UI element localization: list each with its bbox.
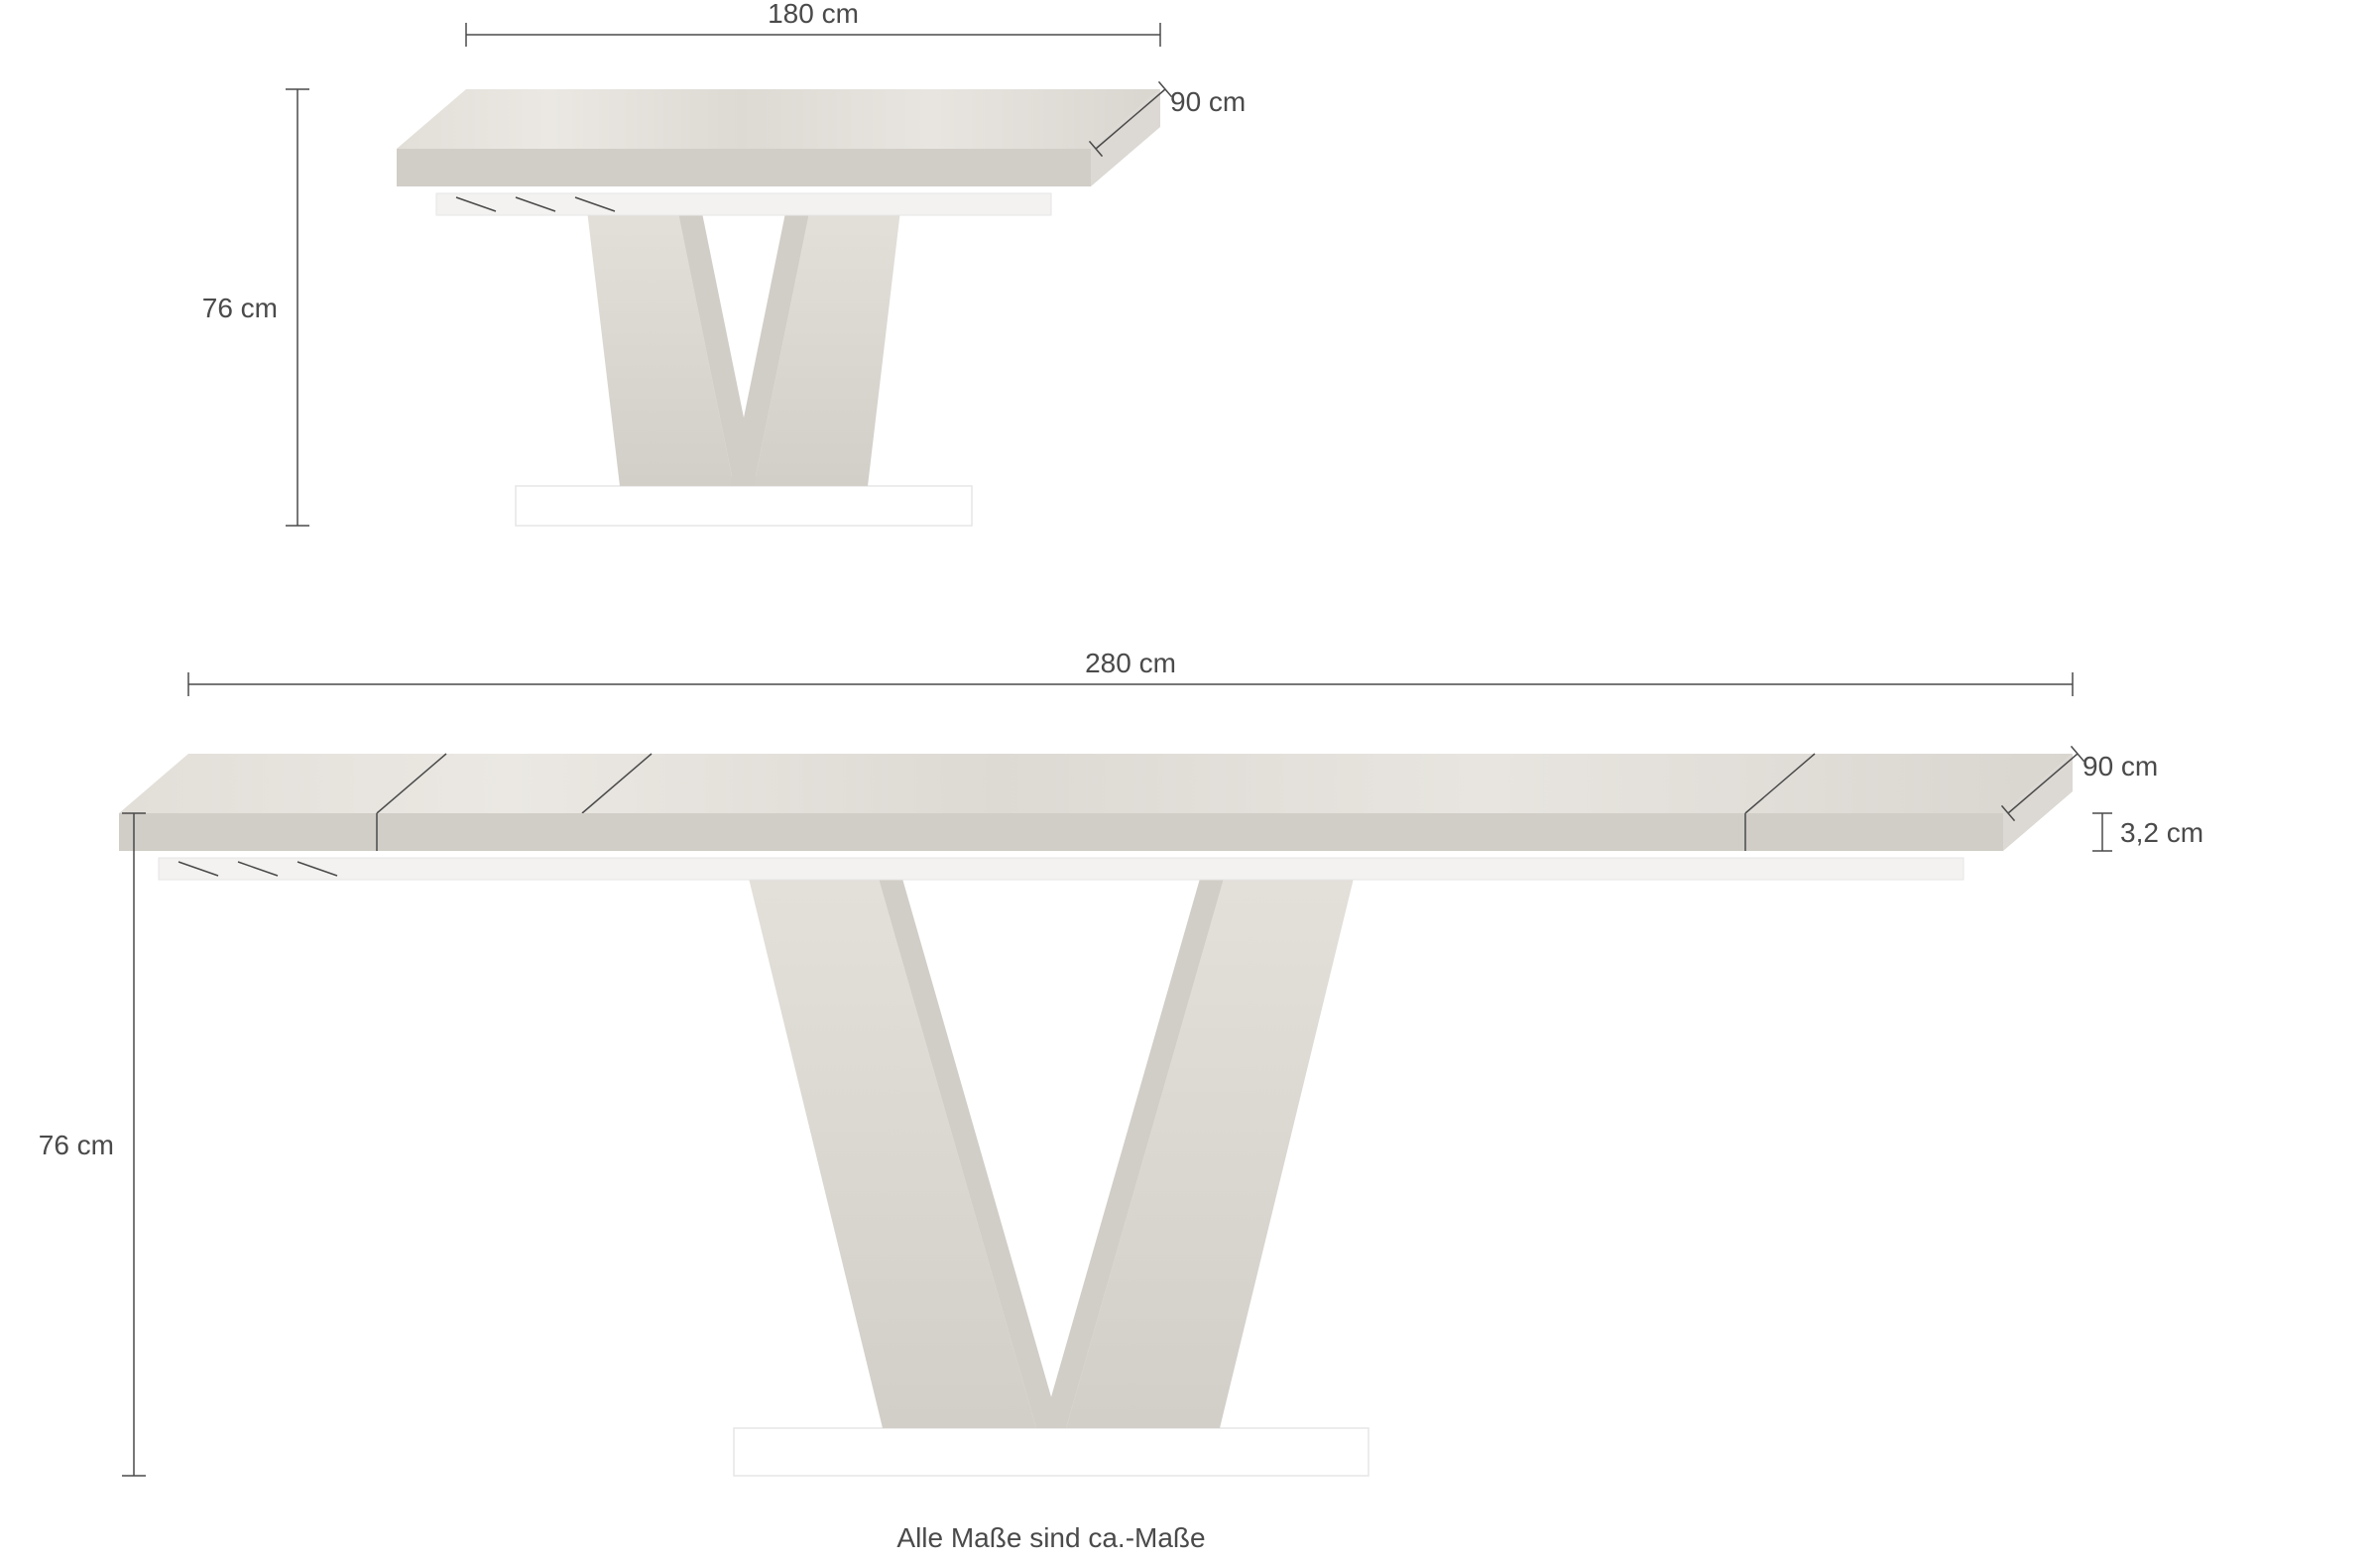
tabletop-surface [397, 89, 1160, 149]
extension-rail [159, 858, 1964, 880]
caption: Alle Maße sind ca.-Maße [896, 1522, 1205, 1553]
dim-depth-collapsed: 90 cm [1170, 86, 1246, 117]
table-base [734, 1428, 1368, 1476]
table-extended [119, 754, 2073, 1476]
extension-rail [436, 193, 1051, 215]
dim-height-extended: 76 cm [39, 1130, 114, 1160]
dim-width-collapsed: 180 cm [768, 0, 859, 29]
dim-width-extended: 280 cm [1085, 648, 1176, 678]
dim-depth-extended: 90 cm [2082, 751, 2158, 781]
dim-height-collapsed: 76 cm [202, 293, 278, 323]
tabletop-front-edge [397, 149, 1091, 186]
dim-thickness-extended: 3,2 cm [2120, 817, 2203, 848]
table-base [516, 486, 972, 526]
leg-right [1066, 858, 1359, 1428]
tabletop-front-edge [119, 813, 2003, 851]
table-collapsed [397, 89, 1160, 526]
leg-left [744, 858, 1036, 1428]
